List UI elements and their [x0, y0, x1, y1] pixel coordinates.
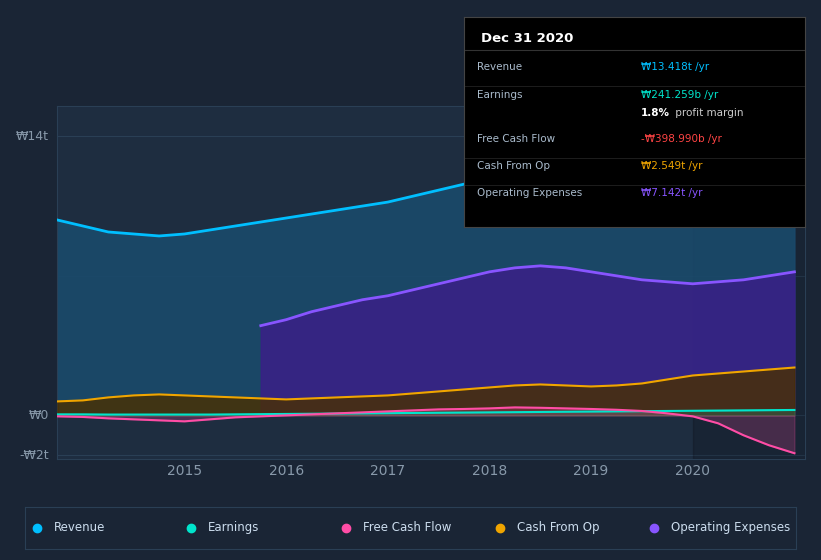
Text: ₩13.418t /yr: ₩13.418t /yr: [641, 62, 709, 72]
Text: ₩241.259b /yr: ₩241.259b /yr: [641, 90, 718, 100]
Text: -₩398.990b /yr: -₩398.990b /yr: [641, 134, 722, 143]
Bar: [693, 106, 805, 459]
Text: ₩14t: ₩14t: [16, 130, 49, 143]
Text: ₩2.549t /yr: ₩2.549t /yr: [641, 161, 703, 171]
Text: profit margin: profit margin: [672, 109, 743, 118]
Text: Free Cash Flow: Free Cash Flow: [363, 521, 451, 534]
Text: Cash From Op: Cash From Op: [517, 521, 599, 534]
Text: Cash From Op: Cash From Op: [478, 161, 551, 171]
Text: Earnings: Earnings: [478, 90, 523, 100]
Text: -₩2t: -₩2t: [20, 449, 49, 461]
Text: 1.8%: 1.8%: [641, 109, 670, 118]
Text: Revenue: Revenue: [478, 62, 523, 72]
Text: ₩0: ₩0: [29, 409, 49, 422]
Text: Operating Expenses: Operating Expenses: [672, 521, 791, 534]
Text: Earnings: Earnings: [209, 521, 259, 534]
Text: Free Cash Flow: Free Cash Flow: [478, 134, 556, 143]
Text: Dec 31 2020: Dec 31 2020: [481, 31, 573, 44]
Text: Revenue: Revenue: [54, 521, 105, 534]
Text: ₩7.142t /yr: ₩7.142t /yr: [641, 188, 703, 198]
Text: Operating Expenses: Operating Expenses: [478, 188, 583, 198]
